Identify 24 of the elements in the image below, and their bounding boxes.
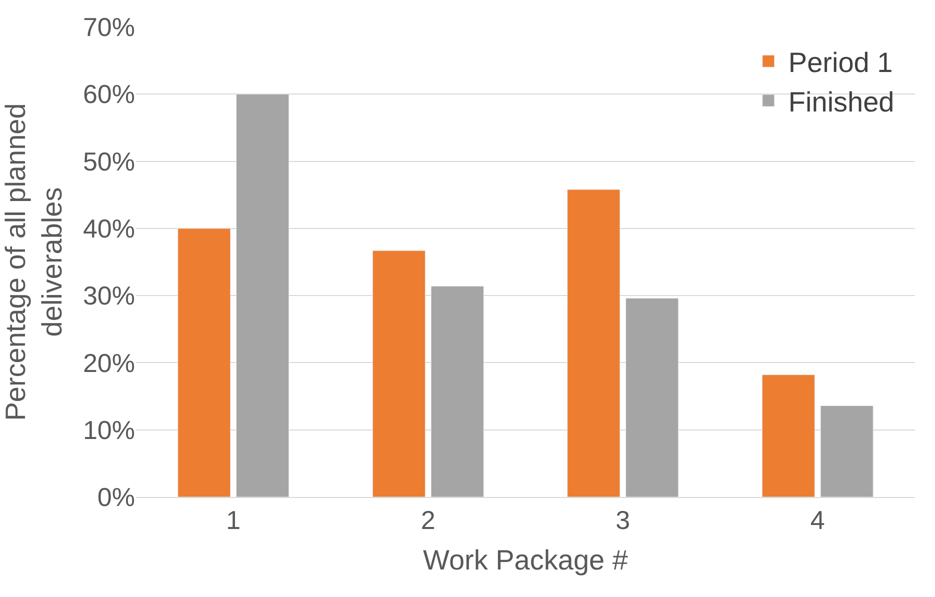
x-tick-label: 1 — [226, 505, 241, 536]
y-tick-label: 40% — [82, 214, 135, 244]
y-tick-label: 0% — [97, 482, 135, 512]
bar — [567, 189, 620, 497]
y-tick-label: 10% — [82, 414, 135, 445]
bar — [626, 298, 679, 497]
legend-label: Finished — [788, 86, 894, 118]
y-tick-label: 70% — [82, 12, 135, 42]
bar — [372, 250, 426, 497]
bar — [178, 228, 231, 497]
x-tick-label: 3 — [616, 505, 630, 536]
y-tick-label: 60% — [82, 79, 135, 110]
bar — [820, 405, 874, 497]
legend-label: Period 1 — [788, 47, 893, 78]
y-axis-title: Percentage of all planned deliverables — [0, 103, 68, 421]
x-tick-label: 2 — [420, 505, 436, 536]
x-tick-label: 4 — [810, 505, 825, 536]
bar — [430, 286, 484, 497]
x-axis-title: Work Package # — [423, 544, 628, 576]
y-tick-label: 30% — [82, 280, 135, 311]
bar — [236, 94, 290, 497]
y-tick-label: 20% — [82, 348, 135, 378]
bar — [762, 374, 815, 497]
y-tick-label: 50% — [82, 146, 135, 176]
